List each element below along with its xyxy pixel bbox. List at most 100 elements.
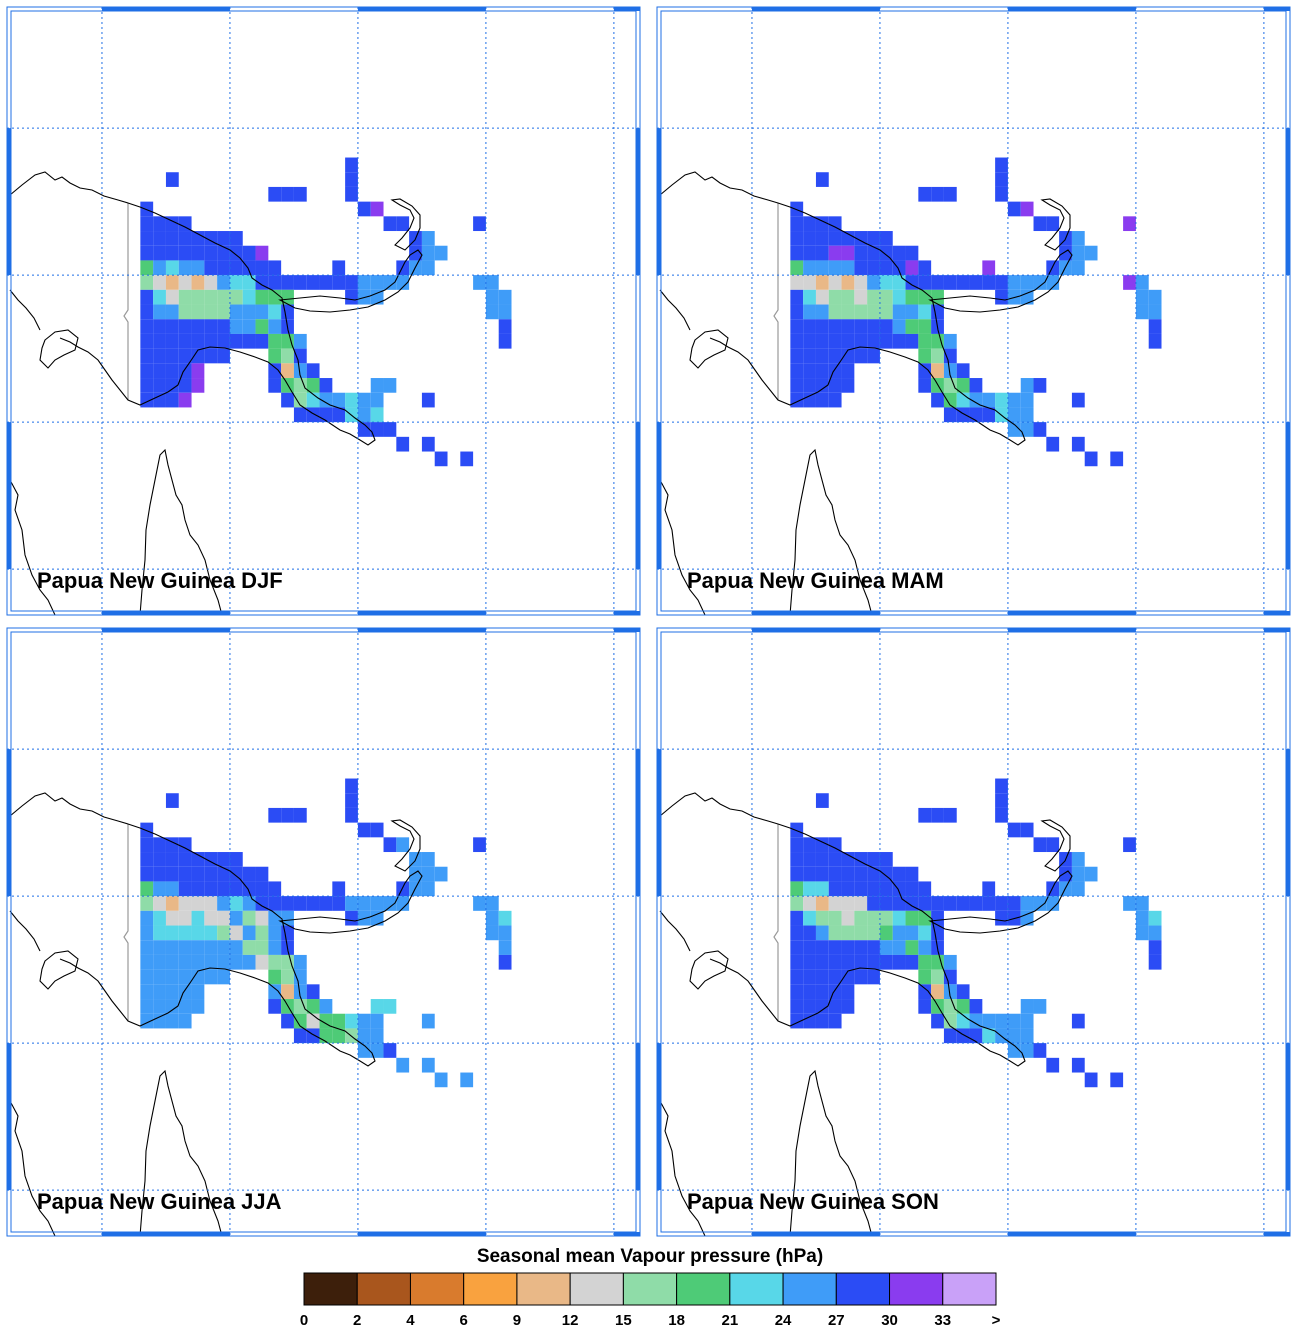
grid-cell — [383, 1043, 397, 1058]
grid-cell — [815, 984, 829, 1000]
grid-cell — [268, 333, 282, 349]
grid-cell — [790, 896, 804, 911]
grid-cell — [281, 348, 294, 364]
grid-cell — [1123, 837, 1136, 853]
grid-cell — [828, 999, 842, 1014]
colorbar-box — [889, 1272, 944, 1306]
grid-cell — [165, 1013, 179, 1029]
grid-cell — [790, 304, 804, 320]
grid-cell — [332, 1013, 346, 1029]
grid-cell — [1123, 896, 1136, 911]
grid-cell — [460, 451, 474, 467]
grid-cell — [854, 896, 868, 911]
grid-cell — [854, 910, 868, 926]
grid-cell — [879, 289, 893, 305]
coastline-segment — [390, 819, 421, 872]
grid-cell — [1007, 392, 1021, 408]
grid-cell — [281, 275, 294, 290]
grid-cell — [828, 940, 842, 955]
grid-cell — [268, 969, 282, 985]
grid-cell — [867, 333, 880, 349]
grid-cell — [841, 289, 855, 305]
grid-cell — [332, 896, 346, 911]
grid-cell — [281, 969, 294, 985]
grid-cell — [165, 925, 179, 941]
panel-frame — [6, 627, 641, 1237]
grid-cell — [229, 333, 243, 349]
grid-cell — [841, 940, 855, 955]
grid-cell — [165, 348, 179, 364]
grid-cell — [281, 896, 294, 911]
grid-cell — [790, 822, 804, 838]
grid-cell — [345, 392, 358, 408]
grid-cell — [460, 1072, 474, 1088]
grid-cell — [1046, 436, 1060, 452]
grid-cell — [879, 231, 893, 246]
grid-cell — [815, 304, 829, 320]
grid-cell — [434, 1072, 448, 1088]
grid-cell — [306, 363, 320, 379]
grid-cell — [854, 940, 868, 955]
grid-cell — [931, 1013, 944, 1029]
grid-cell — [370, 275, 384, 290]
grid-cell — [165, 363, 179, 379]
grid-cell — [204, 940, 218, 955]
grid-cell — [815, 378, 829, 393]
grid-cell — [383, 837, 397, 853]
map-panel — [657, 628, 1290, 1236]
grid-cell — [204, 954, 218, 970]
grid-cell — [191, 954, 205, 970]
grid-cell — [995, 172, 1008, 187]
grid-cell — [815, 245, 829, 261]
grid-cell — [396, 275, 410, 290]
grid-cell — [1007, 1013, 1021, 1029]
grid-cell — [1033, 422, 1047, 437]
grid-cell — [803, 363, 816, 379]
grid-cell — [293, 954, 307, 970]
grid-cell — [217, 881, 230, 897]
grid-cell — [191, 881, 205, 897]
grid-cell — [178, 260, 192, 276]
grid-cell — [255, 245, 269, 261]
grid-cell — [803, 925, 816, 941]
country-border — [773, 824, 779, 1021]
grid-cell — [229, 260, 243, 276]
grid-cell — [841, 304, 855, 320]
coastline-segment — [1040, 198, 1071, 251]
grid-cell — [345, 186, 358, 202]
grid-cell — [153, 837, 166, 853]
grid-cell — [281, 289, 294, 305]
grid-cell — [191, 852, 205, 867]
grid-cell — [828, 925, 842, 941]
grid-cell — [293, 275, 307, 290]
grid-cell — [165, 260, 179, 276]
grid-cell — [854, 333, 868, 349]
grid-cell — [306, 275, 320, 290]
grid-cell — [217, 925, 230, 941]
grid-cell — [319, 1028, 333, 1044]
colorbar-box — [303, 1272, 358, 1306]
grid-cell — [841, 333, 855, 349]
grid-cell — [905, 940, 919, 955]
grid-cell — [803, 940, 816, 955]
grid-cell — [892, 910, 906, 926]
grid-cell — [815, 392, 829, 408]
grid-cell — [345, 896, 358, 911]
coastline-segment — [9, 289, 41, 331]
grid-cell — [281, 392, 294, 408]
grid-cell — [191, 984, 205, 1000]
grid-cell — [217, 940, 230, 955]
coastline-segment — [659, 1100, 706, 1236]
grid-cell — [828, 881, 842, 897]
grid-cell — [943, 407, 957, 423]
grid-cell — [879, 275, 893, 290]
grid-cell — [204, 275, 218, 290]
grid-cell — [943, 378, 957, 393]
grid-cell — [918, 319, 932, 334]
grid-cell — [841, 319, 855, 334]
grid-cell — [229, 925, 243, 941]
grid-cell — [867, 245, 880, 261]
grid-cell — [815, 940, 829, 955]
grid-cell — [485, 304, 499, 320]
grid-cell — [498, 940, 512, 955]
